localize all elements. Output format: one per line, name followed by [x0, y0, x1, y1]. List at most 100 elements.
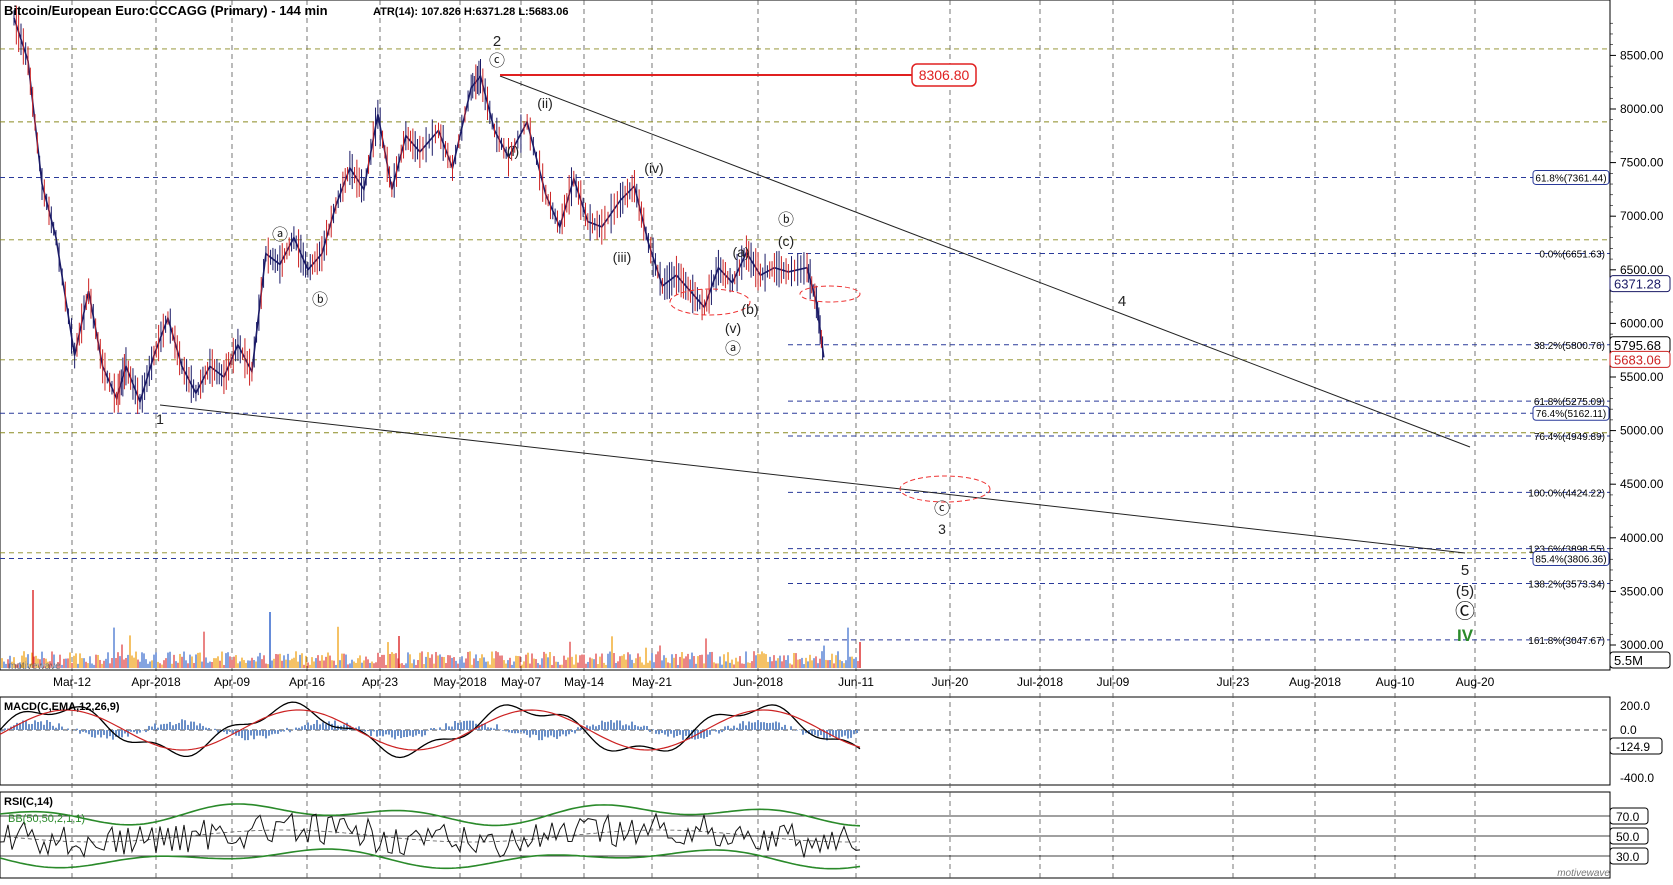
wave-label: (i)	[507, 143, 519, 159]
fib-level-box	[1532, 169, 1610, 185]
macd-content: 200.0 0.0 -400.0 -124.9	[0, 697, 1663, 785]
price-tick-label: 6000.00	[1620, 316, 1664, 330]
time-tick-label: Aug-10	[1376, 675, 1415, 689]
price-tick-label: 8000.00	[1620, 102, 1664, 116]
price-tick-label: 7000.00	[1620, 209, 1664, 223]
time-tick-label: Jun-2018	[733, 675, 783, 689]
rsi-line	[0, 812, 861, 859]
time-tick-label: Apr-23	[362, 675, 398, 689]
wave-label: ⓐ	[725, 340, 741, 358]
upper-trendline	[499, 75, 1471, 448]
wave-label: (iv)	[644, 160, 663, 176]
volume-axis-label: 5.5M	[1614, 653, 1643, 668]
time-tick-label: May-14	[564, 675, 604, 689]
fib-level-label: 138.2%(3573.34)	[1528, 580, 1605, 591]
time-tick-label: Apr-16	[289, 675, 325, 689]
last-price-tag-box	[1609, 350, 1671, 368]
macd-tick-label: -400.0	[1620, 771, 1654, 785]
peak-label-box	[911, 63, 977, 87]
fib-level-label: 76.4%(4949.89)	[1534, 432, 1605, 443]
fib-level-label: 61.8%(7361.44)	[1535, 173, 1606, 184]
target-ellipses	[669, 285, 991, 503]
fib-level-label: 76.4%(5162.11)	[1536, 409, 1606, 420]
chart-title: Bitcoin/European Euro:CCCAGG (Primary) -…	[4, 3, 328, 18]
watermark-left: motivewave	[8, 661, 61, 672]
macd-tick-label: 0.0	[1620, 723, 1637, 737]
fib-levels: 61.8%(7361.44) 0.0%(6651.63) 38.2%(5800.76…	[0, 169, 1610, 647]
price-tick-label: 5000.00	[1620, 424, 1664, 438]
time-tick-label: Apr-09	[214, 675, 250, 689]
rsi-title: RSI(C,14)	[4, 796, 53, 808]
last-price-tag: 5683.06	[1614, 352, 1661, 367]
fib-level-label: 61.8%(5275.09)	[1534, 397, 1605, 408]
macd-line	[0, 701, 861, 759]
olive-level-lines	[0, 48, 1610, 554]
time-tick-label: Jun-20	[932, 675, 969, 689]
wave-label: 2	[493, 33, 501, 50]
macd-panel[interactable]	[0, 696, 1611, 786]
price-tick-label: 8500.00	[1620, 48, 1664, 62]
fib-level-label: 38.2%(5800.76)	[1534, 341, 1605, 352]
time-tick-label: May-21	[632, 675, 672, 689]
rsi-content: 70.0 50.0 30.0	[0, 792, 1649, 878]
fib-level-label: 85.4%(3806.36)	[1535, 555, 1606, 566]
fib-382-tag: 5795.68	[1614, 338, 1661, 353]
rsi-band-upper	[0, 803, 861, 827]
current-price-tag-box	[1609, 275, 1671, 293]
fib-level-box	[1532, 551, 1610, 567]
wave-label: (c)	[778, 233, 794, 249]
macd-signal-line	[0, 709, 861, 751]
time-tick-label: Aug-20	[1456, 675, 1495, 689]
price-axis: 3000.00 3500.00 4000.00 4500.00 5000.00 5500.…	[1609, 0, 1671, 670]
time-tick-label: Jul-23	[1217, 675, 1250, 689]
fib-level-label: 0.0%(6651.63)	[1539, 250, 1605, 261]
wave-label: (a)	[732, 244, 749, 260]
rsi-level-label: 70.0	[1616, 810, 1640, 824]
price-series	[13, 5, 825, 414]
wave-label: ⓐ	[272, 226, 288, 244]
wave-label: IV	[1457, 626, 1474, 645]
watermark-bottom: motivewave	[1557, 868, 1610, 879]
time-tick-label: May-07	[501, 675, 541, 689]
price-tick-label: 3000.00	[1620, 638, 1664, 652]
time-axis: Mar-12 Apr-2018 Apr-09 Apr-16 Apr-23 May-2018…	[0, 669, 1610, 689]
peak-label: 8306.80	[919, 67, 970, 83]
wave-label: (ii)	[537, 95, 553, 111]
time-tick-label: Jun-11	[838, 675, 874, 689]
volume-axis-label-box	[1609, 651, 1671, 669]
price-tick-label: 4000.00	[1620, 531, 1664, 545]
price-tick-label: 4500.00	[1620, 477, 1664, 491]
wave-label: ⓒ	[934, 500, 950, 518]
wave-label: 3	[938, 521, 946, 537]
time-tick-label: Jul-09	[1097, 675, 1130, 689]
price-tick-label: 6500.00	[1620, 263, 1664, 277]
macd-title: MACD(C,EMA,12,26,9)	[4, 701, 120, 713]
target-ellipse-a	[669, 288, 751, 316]
macd-value-tag: -124.9	[1616, 740, 1650, 754]
price-tick-label: 5500.00	[1620, 370, 1664, 384]
time-tick-label: Mar-12	[53, 675, 91, 689]
wave-label: (v)	[725, 320, 741, 336]
fib-level-label: 123.6%(3898.55)	[1528, 545, 1605, 556]
fib-level-box	[1532, 405, 1610, 421]
wave-labels: 2 ⓒ (ii) (i) (iv) (iii) ⓑ (c) (a) (b)(v) ⓐ ⓐ ⓑ 1 4 ⓒ 3 5 (…	[156, 33, 1475, 645]
wave-label: (5)	[1456, 583, 1474, 600]
price-tick-label: 3500.00	[1620, 584, 1664, 598]
time-tick-label: Apr-2018	[131, 675, 181, 689]
wave-label: ⓑ	[778, 211, 794, 229]
wave-label: ⓒ	[489, 52, 505, 70]
price-panel[interactable]	[0, 0, 1611, 671]
rsi-panel[interactable]	[0, 791, 1611, 879]
chart-stats: ATR(14): 107.826 H:6371.28 L:5683.06	[373, 6, 568, 18]
wave-label: 4	[1118, 293, 1126, 310]
price-tick-label: 7500.00	[1620, 156, 1664, 170]
peak-level: 8306.80	[500, 63, 977, 87]
rsi-bb-label: BB(50,50,2,1,1)	[8, 813, 85, 825]
lower-trendline	[159, 404, 1466, 554]
macd-value-box	[1609, 737, 1663, 755]
fib-level-label: 100.0%(4424.22)	[1528, 488, 1605, 499]
wave-label: (b)	[741, 301, 758, 317]
macd-tick-label: 200.0	[1620, 699, 1650, 713]
